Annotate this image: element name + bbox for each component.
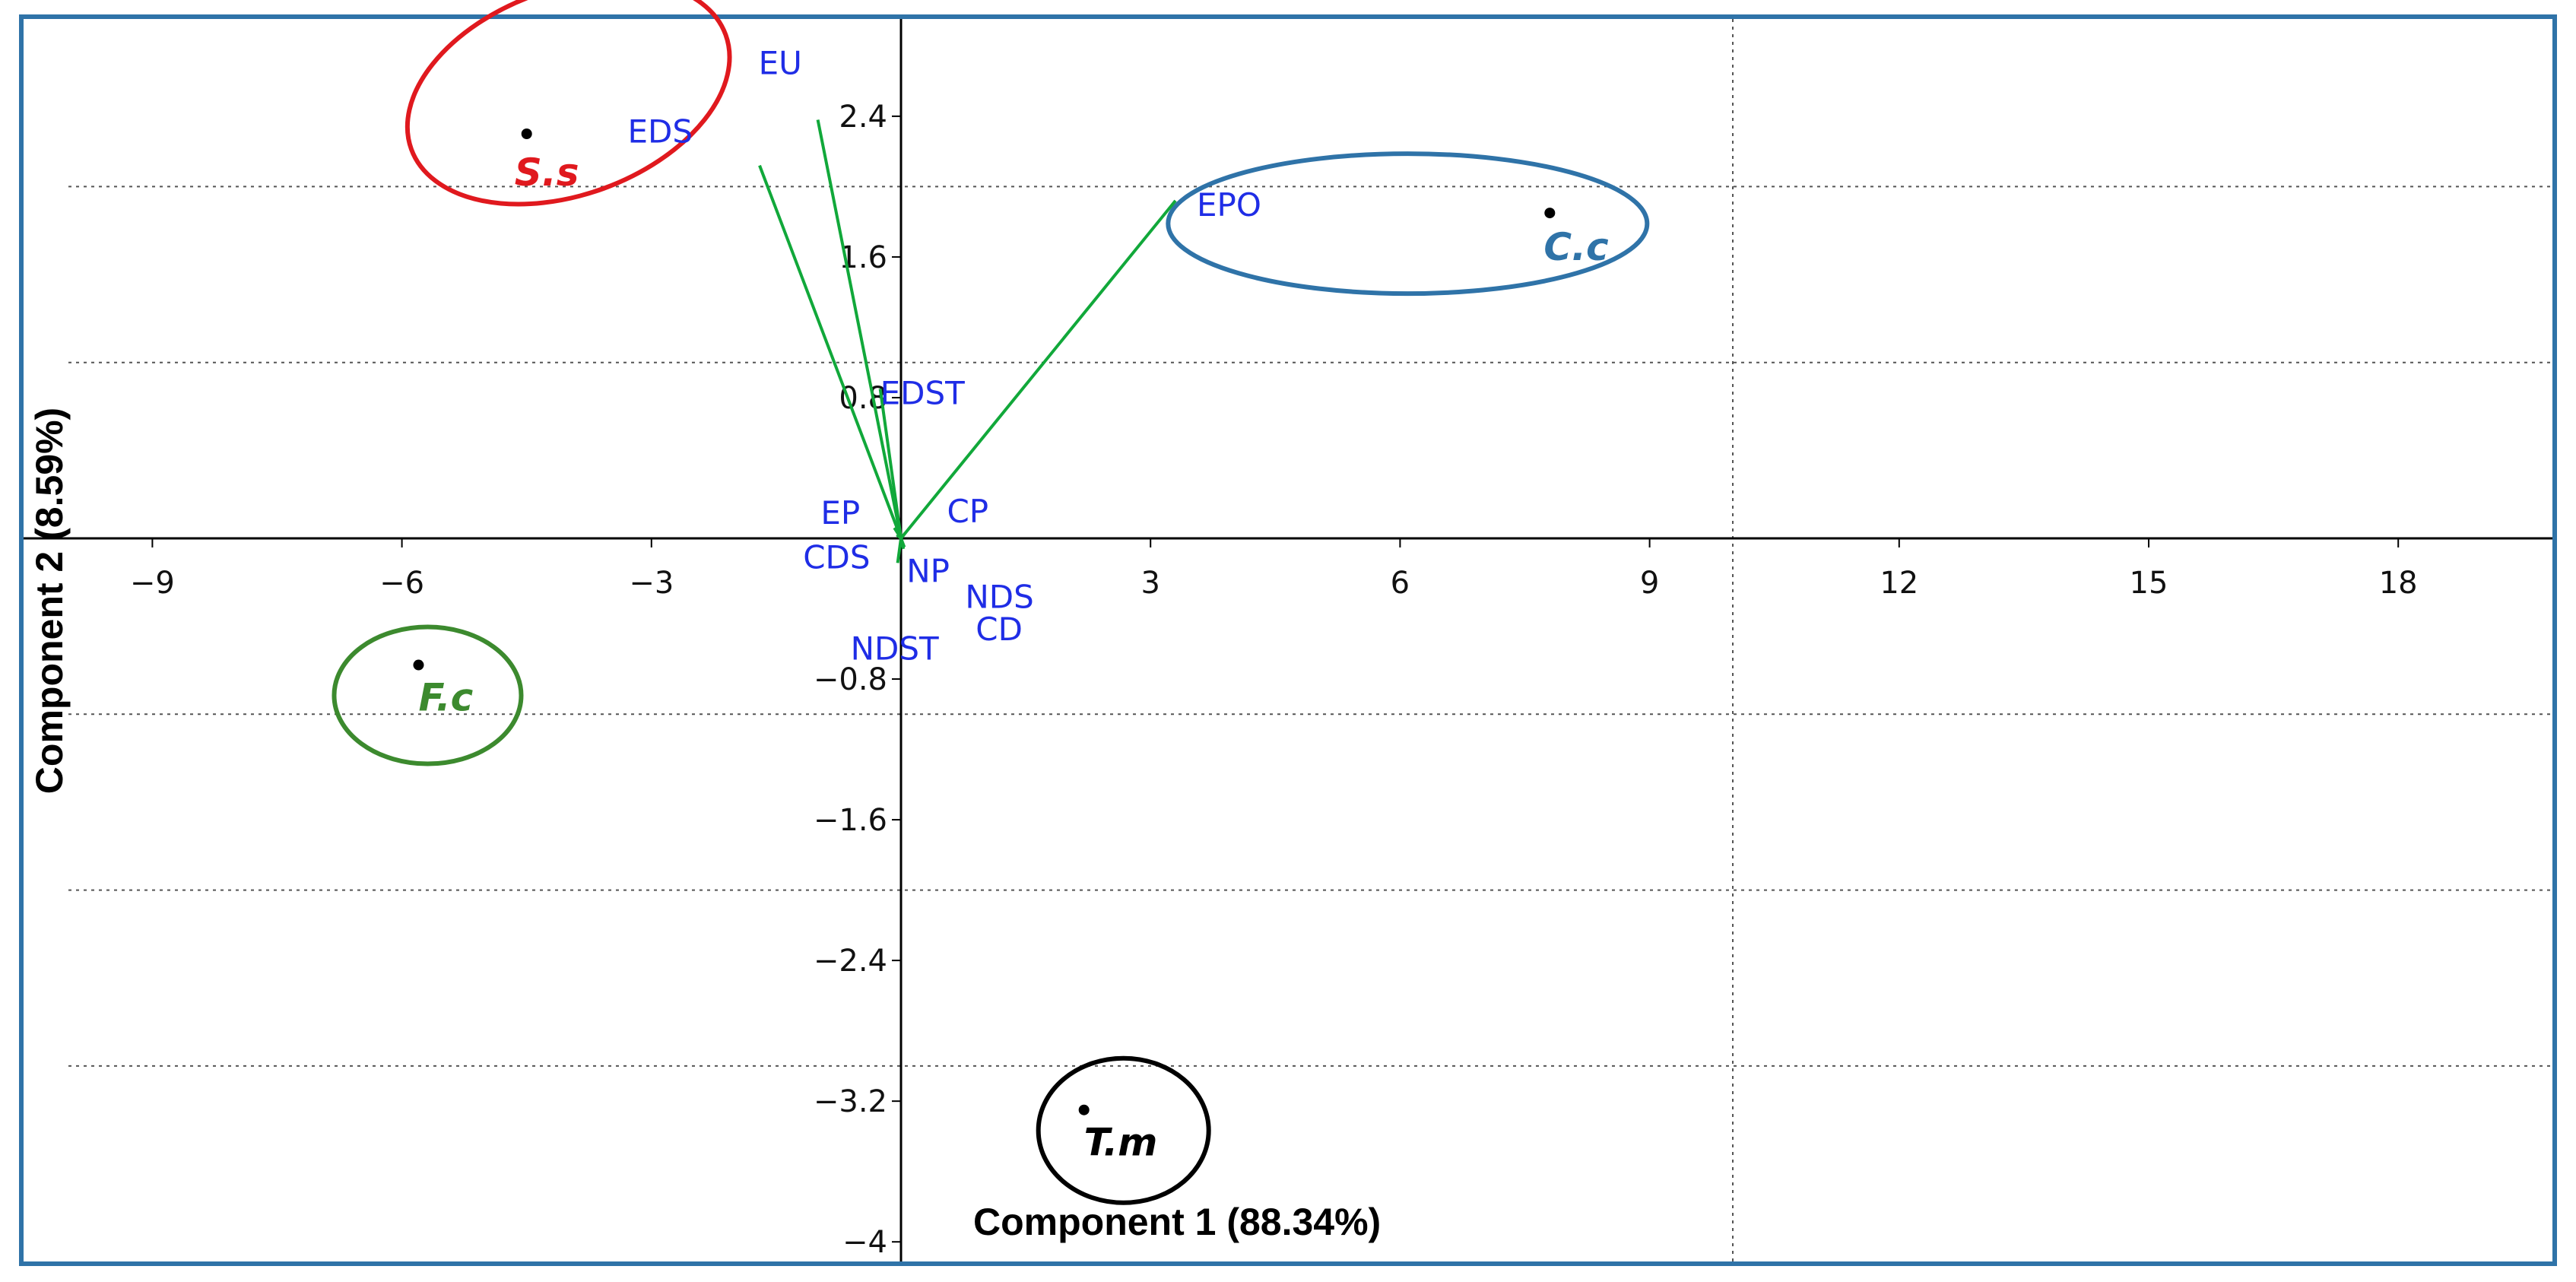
x-tick-label: 3 bbox=[1140, 566, 1160, 601]
variable-label-eds: EDS bbox=[627, 113, 693, 151]
x-tick-label: 12 bbox=[1880, 566, 1918, 601]
x-tick-label: 9 bbox=[1640, 566, 1659, 601]
variable-label-np: NP bbox=[906, 552, 950, 589]
y-axis-title: Component 2 (8.59%) bbox=[28, 408, 71, 794]
observation-label-tm: T.m bbox=[1084, 1121, 1158, 1165]
x-axis-title: Component 1 (88.34%) bbox=[973, 1201, 1381, 1243]
observation-point-tm bbox=[1078, 1104, 1090, 1115]
x-tick-label: −9 bbox=[130, 566, 175, 601]
observation-point-cc bbox=[1544, 208, 1556, 219]
observation-ellipses bbox=[332, 0, 1650, 1205]
loading-vector-eu bbox=[816, 119, 903, 539]
x-tick-label: 18 bbox=[2379, 566, 2418, 601]
y-tick-label: −1.6 bbox=[814, 803, 887, 838]
observation-label-ss: S.s bbox=[515, 151, 579, 195]
x-tick-label: −6 bbox=[379, 566, 424, 601]
variable-label-eu: EU bbox=[759, 45, 802, 82]
loading-vector-cp bbox=[899, 532, 907, 540]
variable-label-cds: CDS bbox=[803, 538, 870, 576]
observation-point-fc bbox=[413, 659, 424, 671]
x-ticks: −9 −6 −3 3 6 9 12 15 18 bbox=[130, 538, 2418, 601]
x-tick-label: −3 bbox=[629, 566, 674, 601]
x-tick-label: 15 bbox=[2130, 566, 2168, 601]
grid bbox=[68, 19, 2552, 1261]
y-tick-label: −3.2 bbox=[814, 1084, 887, 1119]
observation-label-cc: C.c bbox=[1543, 225, 1609, 269]
variable-label-edst: EDST bbox=[880, 374, 966, 411]
loading-vector-edst bbox=[878, 389, 903, 539]
ellipse-cc bbox=[1166, 151, 1650, 297]
x-tick-label: 6 bbox=[1391, 566, 1410, 601]
variable-label-nds: NDS bbox=[965, 579, 1033, 616]
variable-label-cd: CD bbox=[976, 611, 1023, 648]
variable-label-ep: EP bbox=[820, 494, 860, 532]
chart-border bbox=[19, 14, 2557, 1266]
loading-vectors bbox=[758, 119, 1177, 563]
loading-vector-eds bbox=[758, 164, 903, 539]
observation-point-ss bbox=[521, 129, 532, 140]
y-tick-label: −2.4 bbox=[814, 944, 887, 979]
loading-vector-epo bbox=[899, 199, 1177, 540]
y-ticks: 2.41.60.8−0.8−1.6−2.4−3.2−4 bbox=[814, 100, 901, 1260]
y-tick-label: 2.4 bbox=[839, 100, 887, 135]
ellipse-fc bbox=[332, 624, 524, 766]
ellipse-ss bbox=[404, 0, 732, 207]
axes bbox=[24, 19, 2552, 1261]
observation-label-fc: F.c bbox=[418, 676, 473, 720]
y-tick-label: −0.8 bbox=[814, 662, 887, 697]
variable-label-cp: CP bbox=[947, 493, 988, 530]
loading-vector-ndst bbox=[896, 538, 903, 563]
variable-label-ndst: NDST bbox=[851, 630, 939, 667]
observation-points: S.s C.c F.c T.m bbox=[413, 129, 1609, 1165]
variable-label-epo: EPO bbox=[1197, 186, 1261, 224]
y-tick-label: −4 bbox=[842, 1225, 887, 1260]
ellipse-tm bbox=[1036, 1055, 1211, 1205]
